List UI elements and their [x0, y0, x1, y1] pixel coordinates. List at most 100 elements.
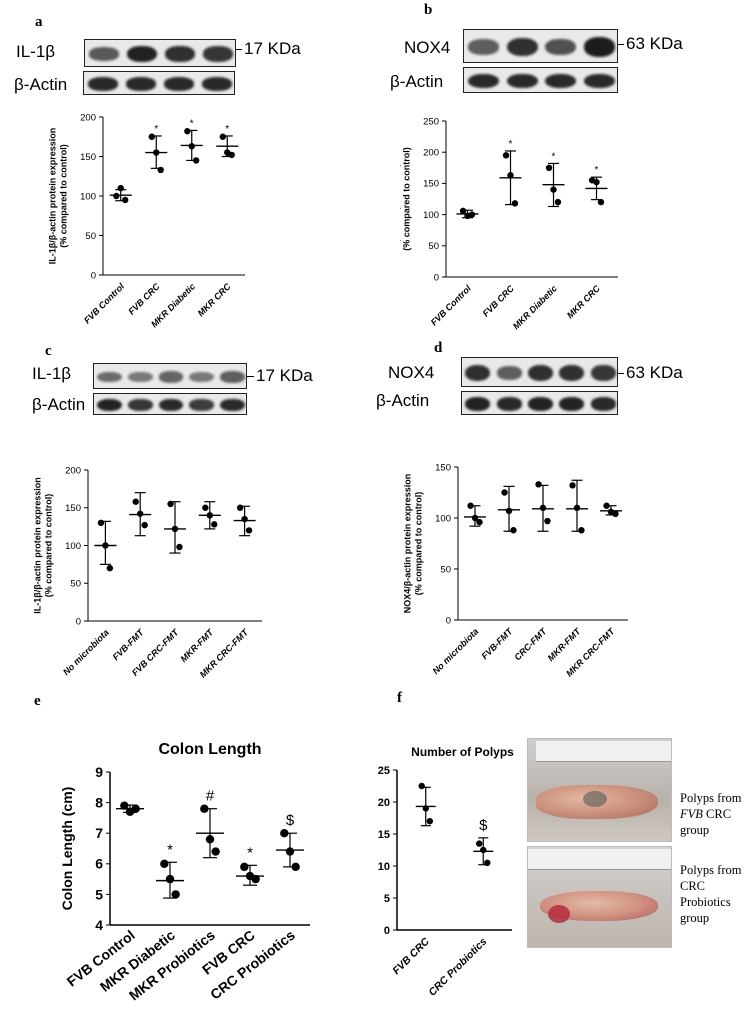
blot-kda-line	[618, 44, 624, 45]
data-point	[165, 874, 175, 884]
y-axis-label: NOX4/β-actin protein expression	[403, 474, 413, 614]
blot-band	[126, 45, 158, 63]
y-tick-label: 100	[435, 513, 451, 524]
data-point	[468, 211, 476, 218]
data-point	[426, 818, 433, 825]
blot-kda-line	[618, 373, 624, 374]
y-axis-label: NOX4/β-actin protein expression	[400, 129, 401, 269]
y-tick-label: 0	[446, 615, 451, 626]
blot-band	[527, 396, 554, 411]
data-point	[573, 504, 581, 511]
panel-letter-f: f	[397, 690, 402, 706]
blot-band	[202, 46, 234, 62]
data-point	[507, 172, 514, 179]
y-tick-label: 0	[76, 616, 81, 627]
significance-marker: *	[190, 118, 194, 129]
blot-band	[127, 399, 153, 411]
panel-letter-c: c	[45, 343, 52, 359]
data-point	[131, 804, 140, 813]
x-category-label: MKR CRC	[196, 281, 233, 318]
blot-strip-actin	[83, 71, 235, 95]
data-point	[476, 840, 483, 847]
blot-label-actin: β-Actin	[14, 75, 68, 94]
y-axis-label: (% compared to control)	[402, 147, 412, 251]
y-tick-label: 150	[423, 179, 439, 190]
data-point	[251, 874, 260, 884]
data-point	[211, 521, 218, 528]
data-point	[240, 862, 249, 872]
blot-band	[545, 73, 577, 89]
data-point	[132, 498, 139, 505]
data-point	[122, 196, 129, 204]
panel-letter-b: b	[424, 2, 433, 18]
x-category-label: No microbiota	[431, 626, 481, 676]
caption-text: Polyps from CRC Probiotics group	[680, 863, 742, 925]
data-point	[211, 847, 220, 856]
data-point	[117, 184, 124, 192]
blot-band	[545, 38, 577, 56]
blot-strip-target	[93, 363, 247, 389]
data-point	[502, 152, 510, 159]
x-category-label: FVB-FMT	[479, 625, 515, 661]
y-tick-label: 100	[80, 191, 96, 202]
y-tick-label: 15	[378, 829, 390, 841]
y-tick-label: 5	[95, 886, 103, 902]
blot-kda-label: 17 KDa	[244, 39, 301, 58]
data-point	[597, 198, 605, 206]
data-point	[160, 859, 169, 868]
data-point	[200, 804, 209, 813]
significance-marker: *	[595, 165, 599, 176]
x-category-label: FVB Control	[82, 281, 127, 326]
data-point	[184, 128, 191, 135]
significance-marker: *	[552, 151, 556, 162]
panel-letter-d: d	[434, 340, 443, 356]
data-point	[480, 846, 487, 854]
data-point	[280, 829, 289, 838]
data-point	[148, 133, 155, 140]
chart-title: Number of Polyps	[411, 745, 514, 759]
blot-band	[220, 371, 245, 383]
blot-kda-line	[236, 49, 242, 50]
chart-c: 0 50 100 150 200 IL-1β/β-actin protein expres…	[33, 465, 262, 680]
blot-kda-label: 17 KDa	[256, 366, 313, 385]
x-category-label: MKR CRC	[565, 283, 602, 320]
y-axis-label: (% compared to control)	[414, 492, 424, 596]
data-point	[422, 805, 429, 812]
data-point	[505, 507, 513, 515]
blot-band	[584, 36, 616, 58]
blot-label-target: IL-1β	[32, 364, 72, 383]
data-point	[106, 564, 114, 572]
y-axis-label: (% compared to control)	[44, 494, 54, 598]
data-point	[291, 862, 300, 872]
blood-spot	[548, 905, 570, 923]
blot-band	[465, 364, 491, 382]
data-point	[205, 835, 215, 844]
caption-text: Polyps from	[680, 791, 742, 805]
y-tick-label: 200	[80, 112, 96, 123]
blot-band	[465, 396, 491, 411]
y-tick-label: 50	[70, 579, 81, 590]
chart-b: 0 50 100 150 200 250 NOX4/β-actin protein expr…	[400, 116, 618, 331]
significance-marker: $	[286, 812, 295, 829]
blot-band	[559, 396, 585, 411]
blot-band	[506, 37, 538, 57]
data-point	[157, 166, 164, 174]
blot-band	[158, 398, 184, 412]
blot-band	[97, 398, 122, 412]
blot-band	[584, 73, 616, 89]
blot-band	[496, 366, 522, 380]
data-point	[418, 782, 425, 790]
y-tick-label: 10	[378, 861, 390, 873]
data-point	[511, 200, 519, 207]
blot-kda-label: 63 KDa	[626, 363, 683, 382]
blot-band	[163, 77, 195, 91]
significance-marker: #	[206, 788, 215, 805]
data-point	[471, 514, 479, 522]
data-point	[535, 481, 542, 488]
data-point	[219, 133, 226, 140]
y-tick-label: 6	[95, 856, 103, 872]
data-point	[176, 543, 183, 551]
x-category-label: MKR Diabetic	[511, 283, 559, 331]
data-point	[510, 527, 517, 534]
